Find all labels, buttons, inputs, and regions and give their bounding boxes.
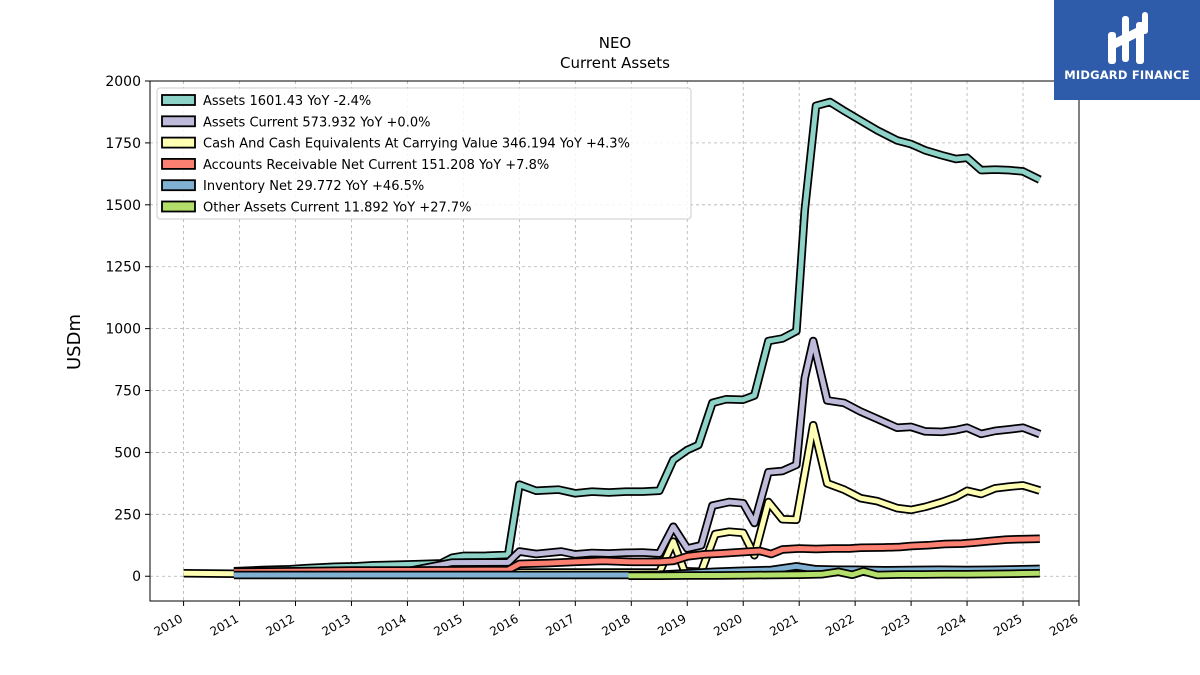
chart-subtitle: Current Assets: [560, 54, 670, 72]
x-tick-label: 2014: [375, 611, 408, 638]
y-tick-label: 1500: [105, 198, 141, 214]
legend-entry: Assets 1601.43 YoY -2.4%: [203, 94, 371, 109]
x-tick-label: 2017: [543, 611, 576, 638]
series-line-5: [628, 568, 1040, 579]
x-tick-label: 2019: [655, 611, 688, 638]
brand-logo: MIDGARD FINANCE: [1054, 0, 1200, 100]
series-line-1: [233, 338, 1041, 575]
series-line-3: [233, 536, 1040, 575]
y-axis-label: USDm: [64, 314, 85, 370]
legend-swatch: [161, 200, 196, 213]
x-tick-label: 2015: [431, 611, 464, 638]
plot-frame: [149, 80, 1080, 602]
x-tick-label: 2023: [879, 611, 912, 638]
y-tick-label: 1250: [105, 260, 141, 276]
series-line-0: [233, 99, 1041, 574]
legend-box: [156, 87, 692, 220]
y-tick-label: 2000: [105, 74, 141, 90]
x-tick-label: 2025: [991, 611, 1024, 638]
brand-name: MIDGARD FINANCE: [1064, 68, 1190, 82]
y-tick-label: 500: [114, 445, 141, 461]
chart-title: NEO: [599, 34, 632, 52]
x-tick-label: 2013: [320, 611, 353, 638]
legend-swatch: [161, 136, 196, 149]
x-tick-label: 2026: [1047, 611, 1080, 638]
legend-entry: Cash And Cash Equivalents At Carrying Va…: [203, 137, 630, 152]
legend-entry: Other Assets Current 11.892 YoY +27.7%: [203, 201, 472, 216]
x-tick-label: 2024: [935, 611, 968, 638]
x-tick-label: 2011: [208, 611, 241, 638]
legend-swatch: [161, 94, 196, 106]
y-tick-label: 250: [114, 507, 141, 523]
y-tick-label: 0: [132, 569, 141, 585]
legend-entry: Inventory Net 29.772 YoY +46.5%: [203, 179, 424, 194]
x-tick-label: 2020: [711, 611, 744, 638]
y-tick-label: 750: [114, 384, 141, 400]
x-tick-label: 2012: [264, 611, 297, 638]
x-tick-label: 2021: [767, 611, 800, 638]
y-tick-label: 1750: [105, 136, 141, 152]
legend-swatch: [161, 157, 196, 170]
series-line-4: [233, 563, 1040, 578]
legend-swatch: [161, 115, 196, 128]
x-tick-label: 2010: [152, 611, 185, 638]
midgard-logo-icon: [1108, 12, 1148, 64]
legend-entry: Assets Current 573.932 YoY +0.0%: [203, 115, 430, 130]
legend: Assets 1601.43 YoY -2.4% Assets Current 5…: [156, 87, 692, 220]
series-lines: [183, 97, 1042, 580]
legend-entry: Accounts Receivable Net Current 151.208 …: [203, 158, 549, 173]
x-tick-label: 2022: [823, 611, 856, 638]
x-tick-label: 2016: [487, 611, 520, 638]
legend-swatch: [161, 179, 196, 192]
y-tick-label: 1000: [105, 322, 141, 338]
series-outline-1: [233, 336, 1042, 577]
x-tick-label: 2018: [599, 611, 632, 638]
